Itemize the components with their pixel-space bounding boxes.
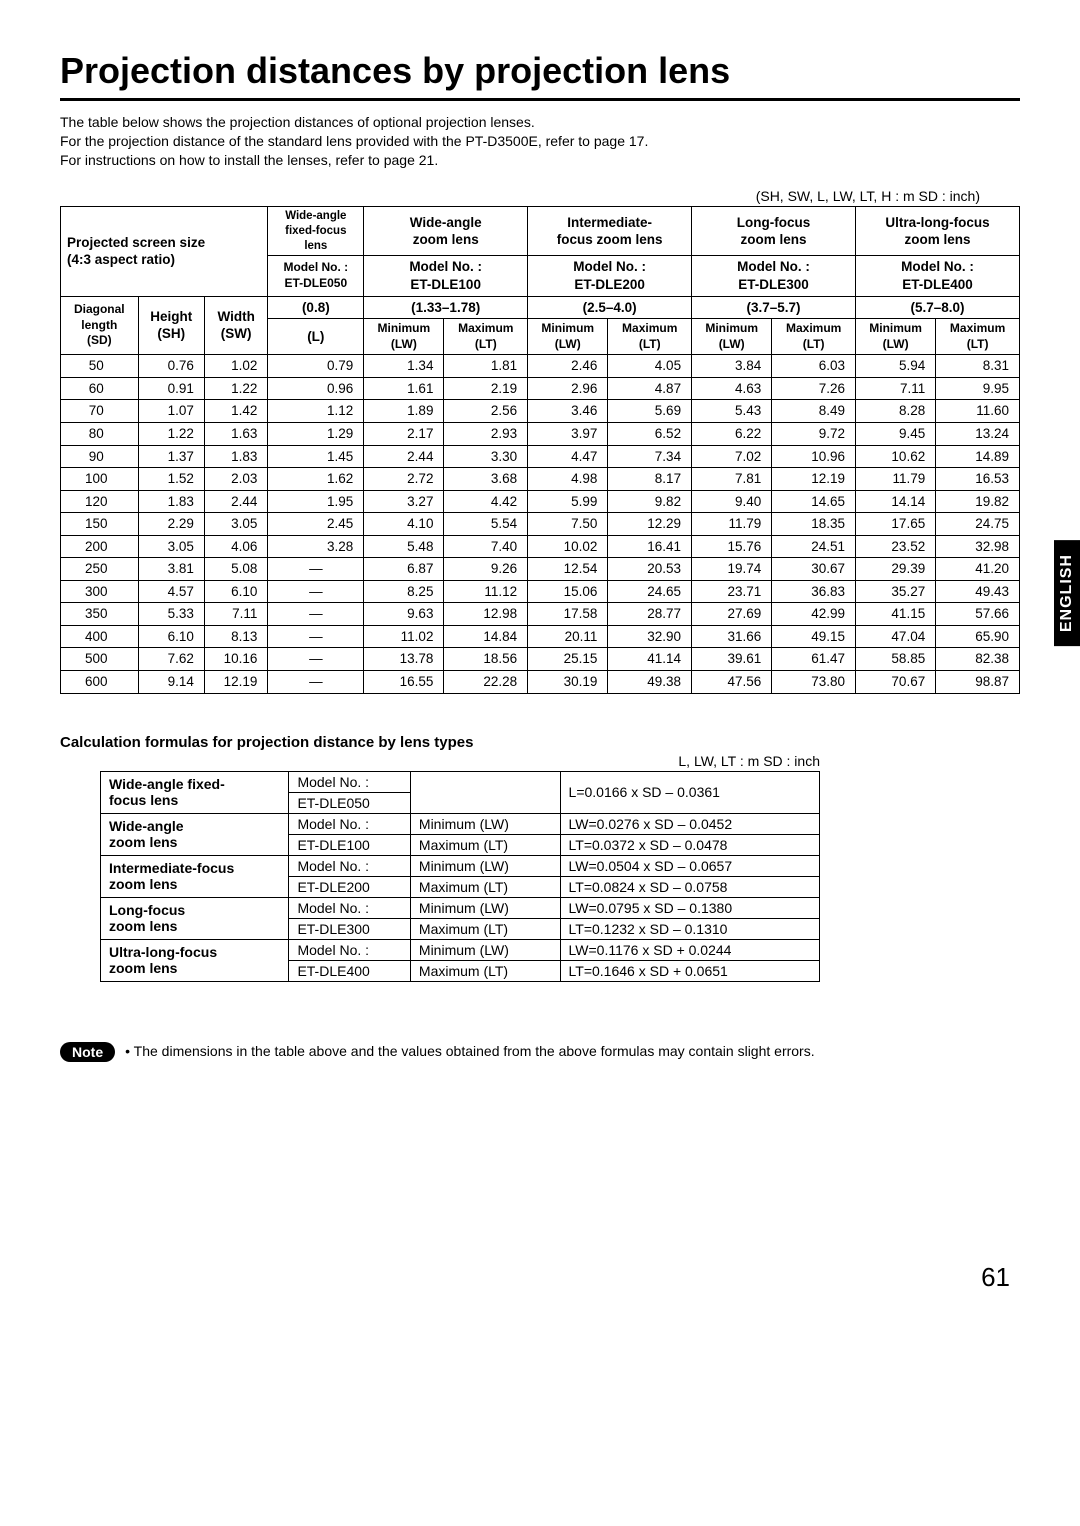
- page-number: 61: [60, 1262, 1020, 1293]
- formula-table: Wide-angle fixed-focus lensModel No. :L=…: [100, 771, 820, 982]
- intro-block: The table below shows the projection dis…: [60, 113, 1020, 170]
- intro-line: The table below shows the projection dis…: [60, 113, 1020, 132]
- intro-line: For the projection distance of the stand…: [60, 132, 1020, 151]
- formula-heading: Calculation formulas for projection dist…: [60, 734, 1020, 751]
- language-tab: ENGLISH: [1054, 540, 1080, 646]
- projection-distance-table: Projected screen size(4:3 aspect ratio)W…: [60, 206, 1020, 694]
- note-label: Note: [60, 1042, 115, 1062]
- unit-note-main: (SH, SW, L, LW, LT, H : m SD : inch): [60, 188, 1020, 204]
- note-block: Note • The dimensions in the table above…: [60, 1042, 1020, 1062]
- note-text: • The dimensions in the table above and …: [125, 1042, 814, 1061]
- intro-line: For instructions on how to install the l…: [60, 151, 1020, 170]
- unit-note-formula: L, LW, LT : m SD : inch: [60, 753, 1020, 769]
- page-title: Projection distances by projection lens: [60, 50, 1020, 101]
